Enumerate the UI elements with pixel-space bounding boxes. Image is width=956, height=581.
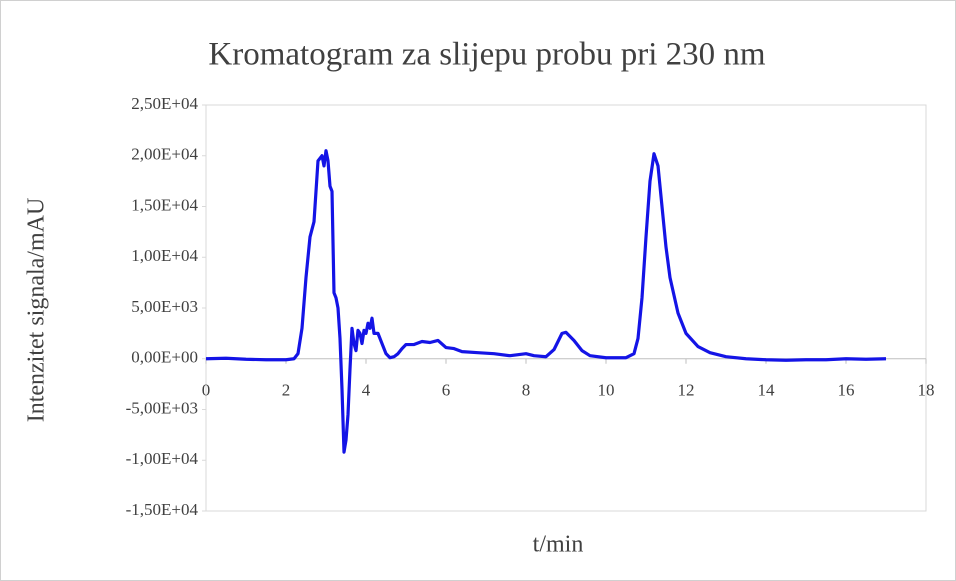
chart-title: Kromatogram za slijepu probu pri 230 nm [208, 37, 766, 73]
data-line [205, 149, 887, 454]
y-tick-label: 1,00E+04 [131, 246, 198, 265]
y-tick-label: -1,50E+04 [126, 500, 199, 519]
y-axis-label: Intenzitet signala/mAU [24, 198, 50, 423]
y-tick-label: 1,50E+04 [131, 195, 198, 214]
x-tick-label: 0 [202, 381, 211, 400]
x-tick-label: 2 [282, 381, 291, 400]
x-axis-label: t/min [533, 532, 584, 558]
x-tick-label: 6 [442, 381, 451, 400]
y-tick-label: -1,00E+04 [126, 449, 199, 468]
y-tick-label: 0,00E+00 [131, 348, 198, 367]
y-tick-label: 2,00E+04 [131, 145, 198, 164]
x-tick-label: 10 [598, 381, 615, 400]
x-tick-label: 4 [362, 381, 371, 400]
x-tick-label: 16 [838, 381, 855, 400]
y-tick-label: 2,50E+04 [131, 94, 198, 113]
y-tick-label: -5,00E+03 [126, 398, 198, 417]
x-tick-label: 8 [522, 381, 531, 400]
x-tick-label: 12 [678, 381, 695, 400]
x-tick-label: 14 [758, 381, 776, 400]
y-tick-label: 5,00E+03 [131, 297, 198, 316]
x-tick-label: 18 [918, 381, 935, 400]
